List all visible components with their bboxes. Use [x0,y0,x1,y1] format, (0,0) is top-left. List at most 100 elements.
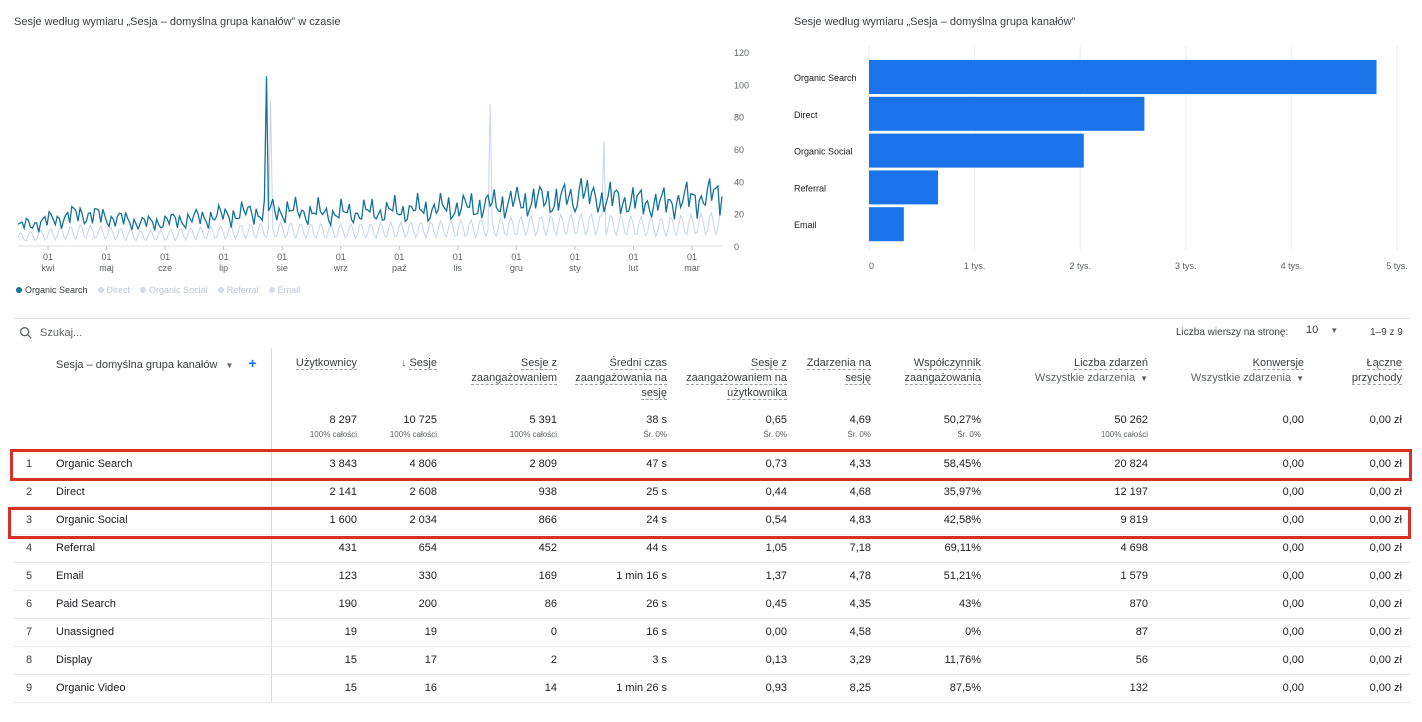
table-cell: 0,93 [675,674,795,703]
totals-value: 5 391 [529,414,557,426]
legend-item[interactable]: Referral [217,285,259,295]
table-row[interactable]: 3 Organic Social 1 600 2 034 866 24 s 0,54 4,83… [14,506,1410,535]
bar-email[interactable] [869,207,904,242]
legend-item[interactable]: Organic Search [16,285,88,295]
table-cell: 1 579 [989,562,1156,591]
table-cell: 654 [365,534,445,563]
x-tick-label: 4 tys. [1281,261,1303,271]
table-cell: 17 [365,646,445,675]
table-cell: 87,5% [879,674,989,703]
row-channel-name: Paid Search [56,598,116,610]
table-cell: 0,00 zł [1312,506,1410,535]
col-header-engaged-sessions[interactable]: Sesje z zaangażowaniem [445,348,565,410]
row-index: 3 [26,514,33,526]
legend-label: Direct [106,285,131,295]
x-tick-day: 01 [687,252,697,262]
search-input[interactable] [40,323,440,343]
line-chart-title: Sesje według wymiaru „Sesja – domyślna g… [14,16,341,28]
legend-item[interactable]: Email [268,285,300,295]
x-tick-month: wrz [333,263,348,273]
table-cell: 0% [879,618,989,647]
legend-item[interactable]: Direct [97,285,131,295]
table-cell: 0,00 zł [1312,478,1410,507]
row-dimension-cell: 2 Direct [14,478,272,507]
table-cell: 4 806 [365,450,445,479]
table-cell: 47 s [565,450,675,479]
table-row[interactable]: 6 Paid Search 190 200 86 26 s 0,45 4,35 43% 870 0,… [14,590,1410,619]
bar-category-label: Direct [794,110,818,120]
table-cell: 169 [445,562,565,591]
bar-organic-social[interactable] [869,133,1084,168]
row-index: 5 [26,570,33,582]
column-label: Użytkownicy [295,357,357,370]
col-header-engaged-sessions-per-user[interactable]: Sesje z zaangażowaniem na użytkownika [675,348,795,410]
table-cell: 4 698 [989,534,1156,563]
bar-referral[interactable] [869,170,939,205]
table-cell: 870 [989,590,1156,619]
event-filter-select[interactable]: Wszystkie zdarzenia ▼ [997,371,1148,386]
col-header-events-per-session[interactable]: Zdarzenia na sesję [795,348,879,410]
dimension-header[interactable]: Sesja – domyślna grupa kanałów ▼ + [14,348,272,410]
table-cell: 19 [365,618,445,647]
chevron-down-icon: ▼ [1296,374,1304,383]
chevron-down-icon[interactable]: ▼ [225,361,234,370]
table-cell: 0,00 [1156,646,1312,675]
legend-dot-icon [140,287,147,293]
series-line-background [17,100,723,242]
col-header-engagement-rate[interactable]: Współczynnik zaangażowania [879,348,989,410]
table-cell: 866 [445,506,565,535]
table-toolbar: Liczba wierszy na stronę: 10 ▼ 1–9 z 9 [14,318,1410,346]
totals-sub: Śr. 0% [763,430,787,439]
table-cell: 3,29 [795,646,879,675]
table-cell: 0,00 [1156,590,1312,619]
col-header-avg-engagement-time[interactable]: Średni czas zaangażowania na sesję [565,348,675,410]
legend-item[interactable]: Organic Social [140,285,208,295]
col-header-sessions[interactable]: ↓ Sesje [365,348,445,410]
table-header-row: Sesja – domyślna grupa kanałów ▼ + Użytk… [14,348,1410,410]
totals-cell: 10 725 100% całości [365,410,445,451]
x-tick-month: lut [629,263,639,273]
row-dimension-cell: 5 Email [14,562,272,591]
col-header-event-count[interactable]: Liczba zdarzeń Wszystkie zdarzenia ▼ [989,348,1156,410]
table-row[interactable]: 9 Organic Video 15 16 14 1 min 26 s 0,93 8,25 87… [14,674,1410,703]
conversion-filter-select[interactable]: Wszystkie zdarzenia ▼ [1164,371,1304,386]
table-row[interactable]: 2 Direct 2 141 2 608 938 25 s 0,44 4,68 35,97% 12… [14,478,1410,507]
table-row[interactable]: 8 Display 15 17 2 3 s 0,13 3,29 11,76% 56 0,00 0,00… [14,646,1410,675]
column-label: Średni czas zaangażowania na sesję [575,357,667,400]
table-cell: 69,11% [879,534,989,563]
x-tick-month: kwi [42,263,55,273]
table-cell: 452 [445,534,565,563]
table-row[interactable]: 7 Unassigned 19 19 0 16 s 0,00 4,58 0% 87 0,00 0,00… [14,618,1410,647]
column-label: Sesje z zaangażowaniem [471,357,557,385]
column-label: Łączne przychody [1351,357,1402,385]
row-index: 7 [26,626,33,638]
table-cell: 0,00 [1156,534,1312,563]
col-header-conversions[interactable]: Konwersje Wszystkie zdarzenia ▼ [1156,348,1312,410]
bar-organic-search[interactable] [869,60,1377,94]
row-index: 8 [26,654,33,666]
x-tick-day: 01 [628,252,638,262]
table-row[interactable]: 4 Referral 431 654 452 44 s 1,05 7,18 69,11% 4 69… [14,534,1410,563]
rows-per-page-select[interactable]: 10 ▼ [1306,324,1338,336]
table-cell: 25 s [565,478,675,507]
table-row[interactable]: 1 Organic Search 3 843 4 806 2 809 47 s 0,73 4,… [14,450,1410,479]
col-header-total-revenue[interactable]: Łączne przychody [1312,348,1410,410]
table-cell: 86 [445,590,565,619]
bar-category-label: Organic Search [794,73,857,83]
add-dimension-icon[interactable]: + [248,355,257,371]
bar-direct[interactable] [869,96,1145,131]
row-channel-name: Referral [56,542,96,554]
x-tick-day: 01 [43,252,53,262]
row-dimension-cell: 9 Organic Video [14,674,272,703]
table-cell: 4,78 [795,562,879,591]
x-tick-month: sie [276,263,288,273]
col-header-users[interactable]: Użytkownicy [271,348,365,410]
table-row[interactable]: 5 Email 123 330 169 1 min 16 s 1,37 4,78 51,21% 1… [14,562,1410,591]
x-tick-month: maj [99,263,114,273]
row-dimension-cell: 8 Display [14,646,272,675]
legend-dot-icon [217,287,224,293]
row-index: 9 [26,682,33,694]
x-tick-day: 01 [453,252,463,262]
event-filter-value: Wszystkie zdarzenia [1034,372,1136,384]
totals-cell: 38 s Śr. 0% [565,410,675,451]
